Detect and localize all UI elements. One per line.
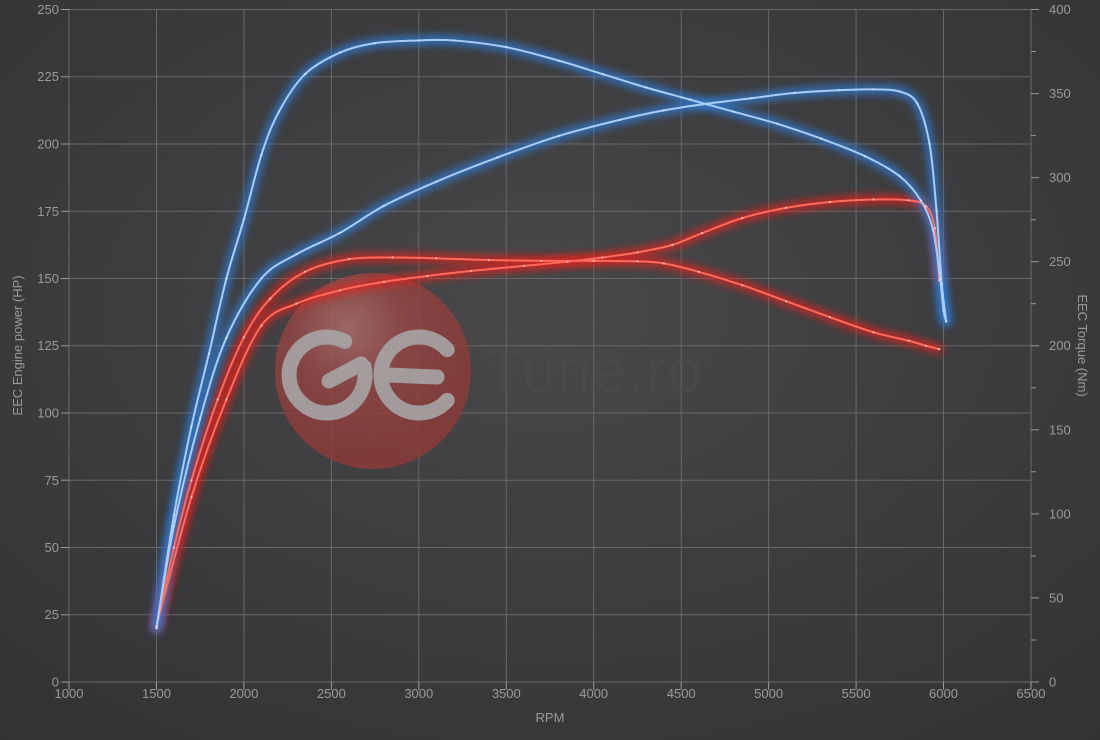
svg-text:75: 75 xyxy=(45,473,59,488)
svg-text:1500: 1500 xyxy=(142,686,171,701)
svg-text:50: 50 xyxy=(1049,590,1063,605)
svg-text:5500: 5500 xyxy=(842,686,871,701)
svg-text:2000: 2000 xyxy=(229,686,258,701)
svg-text:25: 25 xyxy=(45,607,59,622)
svg-text:300: 300 xyxy=(1049,170,1071,185)
svg-text:3000: 3000 xyxy=(404,686,433,701)
svg-text:175: 175 xyxy=(37,204,59,219)
svg-text:400: 400 xyxy=(1049,2,1071,17)
svg-text:EEC Torque (Nm): EEC Torque (Nm) xyxy=(1075,294,1090,396)
svg-text:100: 100 xyxy=(37,406,59,421)
svg-text:0: 0 xyxy=(1049,675,1056,690)
svg-text:2500: 2500 xyxy=(317,686,346,701)
svg-text:250: 250 xyxy=(1049,254,1071,269)
svg-text:6000: 6000 xyxy=(929,686,958,701)
svg-text:100: 100 xyxy=(1049,506,1071,521)
svg-text:200: 200 xyxy=(37,137,59,152)
svg-text:225: 225 xyxy=(37,69,59,84)
svg-text:Tune.ro: Tune.ro xyxy=(485,337,703,406)
svg-text:150: 150 xyxy=(37,271,59,286)
svg-text:250: 250 xyxy=(37,2,59,17)
svg-text:4000: 4000 xyxy=(579,686,608,701)
svg-text:200: 200 xyxy=(1049,338,1071,353)
svg-text:5000: 5000 xyxy=(754,686,783,701)
svg-text:4500: 4500 xyxy=(667,686,696,701)
svg-text:50: 50 xyxy=(45,540,59,555)
svg-text:EEC Engine power (HP): EEC Engine power (HP) xyxy=(10,275,25,415)
svg-text:6500: 6500 xyxy=(1017,686,1046,701)
svg-text:3500: 3500 xyxy=(492,686,521,701)
svg-text:RPM: RPM xyxy=(536,710,565,725)
svg-text:150: 150 xyxy=(1049,422,1071,437)
svg-text:0: 0 xyxy=(52,675,59,690)
svg-text:350: 350 xyxy=(1049,86,1071,101)
svg-text:125: 125 xyxy=(37,338,59,353)
